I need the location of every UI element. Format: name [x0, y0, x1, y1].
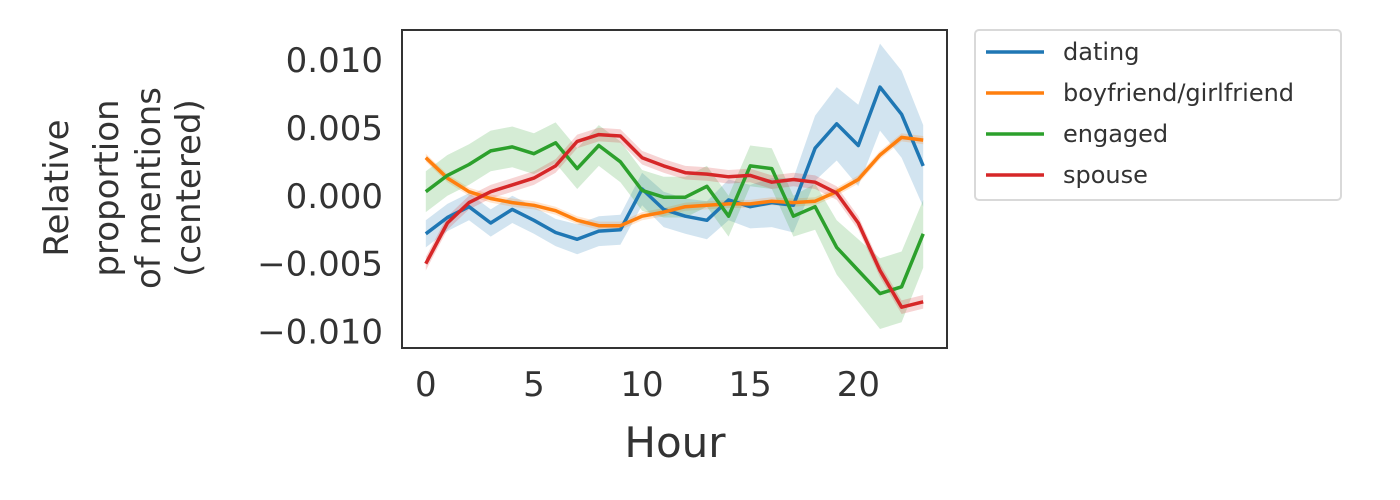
legend-items: dating boyfriend/girlfriend engaged spouse — [986, 38, 1294, 189]
legend-label: boyfriend/girlfriend — [1063, 79, 1294, 107]
x-tick-label: 10 — [620, 365, 663, 405]
legend: dating boyfriend/girlfriend engaged spouse — [974, 29, 1342, 201]
x-tick-label: 5 — [523, 365, 545, 405]
y-tick-label: 0.005 — [286, 109, 383, 149]
confidence-band-3 — [425, 127, 924, 314]
x-tick-label: 0 — [415, 365, 437, 405]
y-axis-title-line: (centered) — [169, 99, 209, 277]
legend-label: spouse — [1063, 161, 1148, 189]
legend-label: dating — [1063, 38, 1139, 66]
x-tick-label: 20 — [837, 365, 880, 405]
y-axis-title: Relative proportion of mentions (centered) — [37, 87, 209, 289]
confidence-band-1 — [425, 133, 924, 230]
legend-box — [974, 29, 1342, 201]
y-tick-label: −0.005 — [257, 245, 383, 285]
y-axis-title-line: proportion — [87, 99, 127, 276]
y-axis-title-line: Relative — [37, 119, 77, 256]
axis-ticks: 0 5 10 15 20 0.010 0.005 0.000 −0.005 −0.010 — [257, 41, 880, 405]
x-axis-title: Hour — [624, 418, 726, 467]
plot-area-frame — [401, 29, 948, 349]
series-line-1 — [424, 135, 924, 228]
y-axis-title-line: of mentions — [129, 87, 169, 289]
x-tick-label: 15 — [729, 365, 772, 405]
y-tick-label: 0.010 — [286, 41, 383, 81]
series-line-0 — [424, 85, 925, 242]
y-tick-label: 0.000 — [286, 177, 383, 217]
y-tick-label: −0.010 — [257, 313, 383, 353]
legend-label: engaged — [1063, 120, 1168, 148]
series-line-2 — [424, 141, 925, 296]
series-line-3 — [424, 132, 924, 309]
series-lines — [424, 85, 925, 309]
